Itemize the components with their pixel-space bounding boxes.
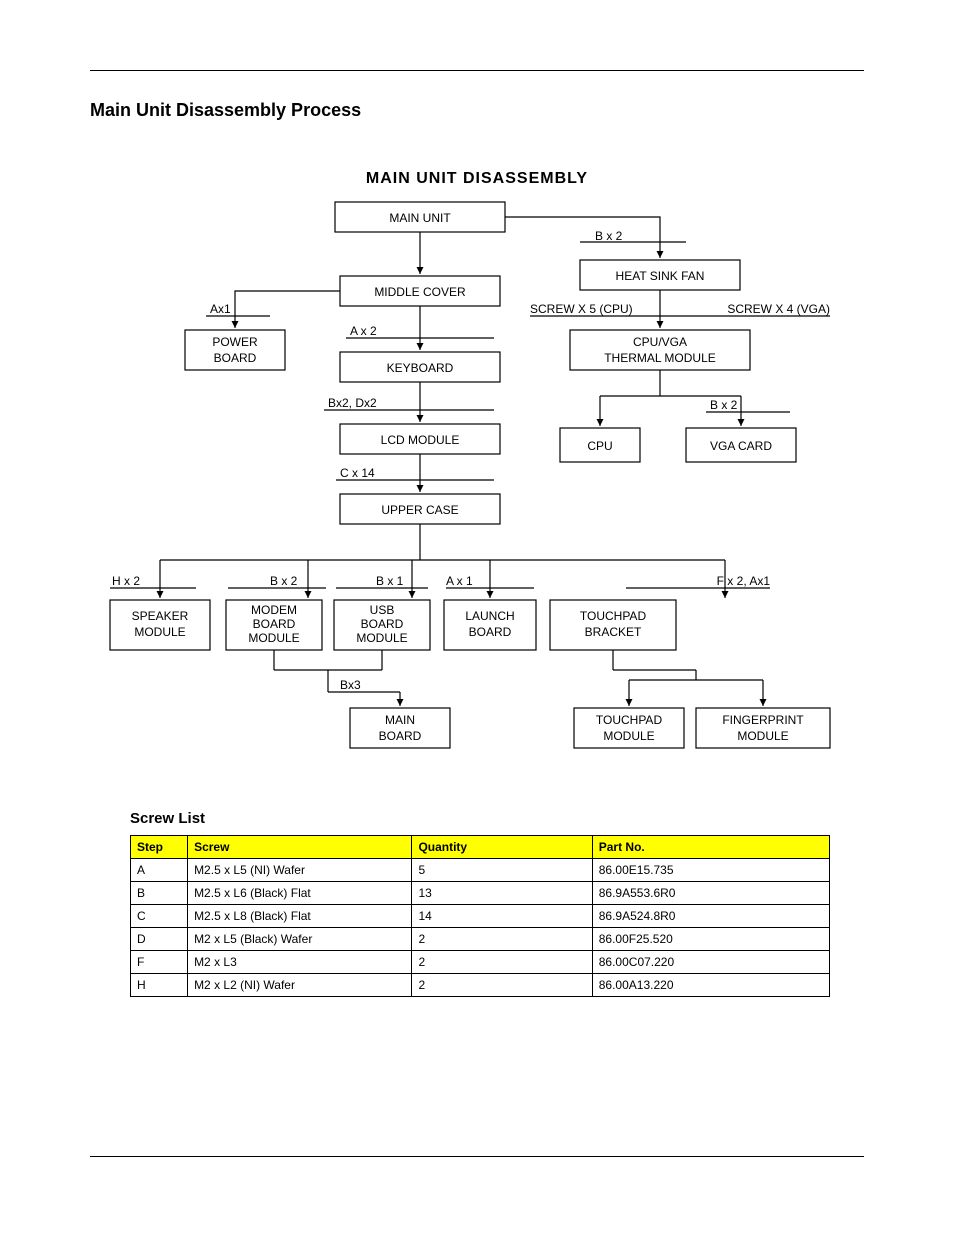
cell: B bbox=[131, 882, 188, 905]
cell: C bbox=[131, 905, 188, 928]
cell: M2 x L3 bbox=[188, 951, 412, 974]
col-screw: Screw bbox=[188, 836, 412, 859]
table-row: D M2 x L5 (Black) Wafer 2 86.00F25.520 bbox=[131, 928, 830, 951]
edge-bx3: Bx3 bbox=[340, 678, 361, 692]
node-launch-2: BOARD bbox=[469, 625, 512, 639]
node-usb-2: BOARD bbox=[361, 617, 404, 631]
screw-table: Step Screw Quantity Part No. A M2.5 x L5… bbox=[130, 835, 830, 997]
edge-ax1-launch: A x 1 bbox=[446, 574, 473, 588]
node-modem-3: MODULE bbox=[248, 631, 299, 645]
node-vga-card: VGA CARD bbox=[710, 439, 772, 453]
cell: 2 bbox=[412, 951, 592, 974]
edge-bx2-vga: B x 2 bbox=[710, 398, 738, 412]
table-row: F M2 x L3 2 86.00C07.220 bbox=[131, 951, 830, 974]
edge-ax1: Ax1 bbox=[210, 302, 231, 316]
page: Main Unit Disassembly Process MAIN UNIT … bbox=[0, 0, 954, 1235]
cell: 86.00C07.220 bbox=[592, 951, 829, 974]
node-tp-module-1: TOUCHPAD bbox=[596, 713, 663, 727]
node-main_board-2: BOARD bbox=[379, 729, 422, 743]
cell: F bbox=[131, 951, 188, 974]
edge-screw-cpu: SCREW X 5 (CPU) bbox=[530, 302, 633, 316]
cell: 2 bbox=[412, 928, 592, 951]
node-usb-3: MODULE bbox=[356, 631, 407, 645]
screw-table-title: Screw List bbox=[130, 810, 830, 827]
col-pn: Part No. bbox=[592, 836, 829, 859]
node-upper-case: UPPER CASE bbox=[381, 503, 458, 517]
table-row: B M2.5 x L6 (Black) Flat 13 86.9A553.6R0 bbox=[131, 882, 830, 905]
edge-bx2-modem: B x 2 bbox=[270, 574, 298, 588]
cell: 86.9A553.6R0 bbox=[592, 882, 829, 905]
node-main-unit: MAIN UNIT bbox=[389, 211, 451, 225]
node-modem-2: BOARD bbox=[253, 617, 296, 631]
node-modem-1: MODEM bbox=[251, 603, 297, 617]
screw-table-wrap: Screw List Step Screw Quantity Part No. … bbox=[130, 810, 830, 997]
cell: 86.00E15.735 bbox=[592, 859, 829, 882]
cell: 86.9A524.8R0 bbox=[592, 905, 829, 928]
cell: 13 bbox=[412, 882, 592, 905]
cell: 5 bbox=[412, 859, 592, 882]
node-launch-1: LAUNCH bbox=[465, 609, 514, 623]
edge-bx2: B x 2 bbox=[595, 229, 623, 243]
table-header-row: Step Screw Quantity Part No. bbox=[131, 836, 830, 859]
node-cpu-vga-1: CPU/VGA bbox=[633, 335, 687, 349]
node-usb-1: USB bbox=[370, 603, 395, 617]
edge-screw-vga: SCREW X 4 (VGA) bbox=[727, 302, 830, 316]
edge-bx1: B x 1 bbox=[376, 574, 404, 588]
cell: M2 x L5 (Black) Wafer bbox=[188, 928, 412, 951]
edge-hx2: H x 2 bbox=[112, 574, 140, 588]
node-main-board-1: MAIN bbox=[385, 713, 415, 727]
node-fingerprint-2: MODULE bbox=[737, 729, 788, 743]
node-speaker-2: MODULE bbox=[134, 625, 185, 639]
table-row: H M2 x L2 (NI) Wafer 2 86.00A13.220 bbox=[131, 974, 830, 997]
node-cpu-vga-2: THERMAL MODULE bbox=[604, 351, 716, 365]
node-power-board-2: BOARD bbox=[214, 351, 257, 365]
node-middle-cover: MIDDLE COVER bbox=[374, 285, 466, 299]
node-keyboard: KEYBOARD bbox=[387, 361, 454, 375]
node-tp-module-2: MODULE bbox=[603, 729, 654, 743]
top-rule bbox=[90, 70, 864, 71]
cell: 14 bbox=[412, 905, 592, 928]
section-title: Main Unit Disassembly Process bbox=[90, 100, 864, 121]
cell: M2 x L2 (NI) Wafer bbox=[188, 974, 412, 997]
node-fingerprint-1: FINGERPRINT bbox=[722, 713, 804, 727]
col-qty: Quantity bbox=[412, 836, 592, 859]
node-tp-bracket-2: BRACKET bbox=[585, 625, 642, 639]
cell: M2.5 x L8 (Black) Flat bbox=[188, 905, 412, 928]
cell: A bbox=[131, 859, 188, 882]
node-heat-sink: HEAT SINK FAN bbox=[616, 269, 705, 283]
edge-cx14: C x 14 bbox=[340, 466, 375, 480]
cell: D bbox=[131, 928, 188, 951]
cell: 86.00F25.520 bbox=[592, 928, 829, 951]
node-lcd-module: LCD MODULE bbox=[381, 433, 460, 447]
table-row: A M2.5 x L5 (NI) Wafer 5 86.00E15.735 bbox=[131, 859, 830, 882]
col-step: Step bbox=[131, 836, 188, 859]
flowchart: MAIN UNIT MIDDLE COVER POWER BOARD KEYBO… bbox=[50, 200, 904, 760]
edge-fx2-ax1: F x 2, Ax1 bbox=[717, 574, 771, 588]
node-tp-bracket-1: TOUCHPAD bbox=[580, 609, 647, 623]
node-speaker-1: SPEAKER bbox=[132, 609, 189, 623]
cell: H bbox=[131, 974, 188, 997]
node-power-board-1: POWER bbox=[212, 335, 258, 349]
flowchart-svg: MAIN UNIT MIDDLE COVER POWER BOARD KEYBO… bbox=[50, 200, 904, 760]
cell: 86.00A13.220 bbox=[592, 974, 829, 997]
diagram-title: MAIN UNIT DISASSEMBLY bbox=[0, 170, 954, 188]
edge-bx2-dx2: Bx2, Dx2 bbox=[328, 396, 377, 410]
node-cpu: CPU bbox=[587, 439, 612, 453]
cell: M2.5 x L6 (Black) Flat bbox=[188, 882, 412, 905]
cell: M2.5 x L5 (NI) Wafer bbox=[188, 859, 412, 882]
bottom-rule bbox=[90, 1156, 864, 1157]
cell: 2 bbox=[412, 974, 592, 997]
table-row: C M2.5 x L8 (Black) Flat 14 86.9A524.8R0 bbox=[131, 905, 830, 928]
edge-ax2: A x 2 bbox=[350, 324, 377, 338]
